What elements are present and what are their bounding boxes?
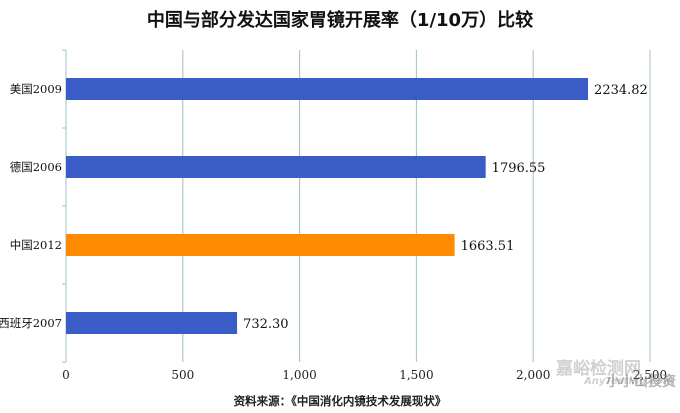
bar <box>66 78 589 100</box>
category-label: 西班牙2007 <box>0 316 62 330</box>
x-tick-label: 0 <box>62 368 70 382</box>
data-label: 1663.51 <box>461 239 515 254</box>
source-note: 资料来源：《中国消化内镜技术发展现状》 <box>233 394 447 408</box>
category-label: 中国2012 <box>10 238 62 252</box>
chart-title: 中国与部分发达国家胃镜开展率（1/10万）比较 <box>146 10 534 31</box>
watermark-url: AnyTesting.com <box>584 376 674 387</box>
category-label: 美国2009 <box>10 82 62 96</box>
data-label: 2234.82 <box>594 83 648 98</box>
x-tick-label: 2,000 <box>516 368 550 382</box>
watermark-brand: 小小山投资 <box>606 374 676 390</box>
x-tick-label: 500 <box>171 368 194 382</box>
data-label: 1796.55 <box>492 161 546 176</box>
x-tick-label: 2,500 <box>633 368 667 382</box>
data-label: 732.30 <box>243 317 289 332</box>
category-label: 德国2006 <box>10 160 62 174</box>
watermark-text: 嘉峪检测网 <box>556 359 641 379</box>
bar <box>66 156 486 178</box>
bar <box>66 312 238 334</box>
x-tick-label: 1,000 <box>282 368 316 382</box>
bar <box>66 234 455 256</box>
x-tick-label: 1,500 <box>399 368 433 382</box>
